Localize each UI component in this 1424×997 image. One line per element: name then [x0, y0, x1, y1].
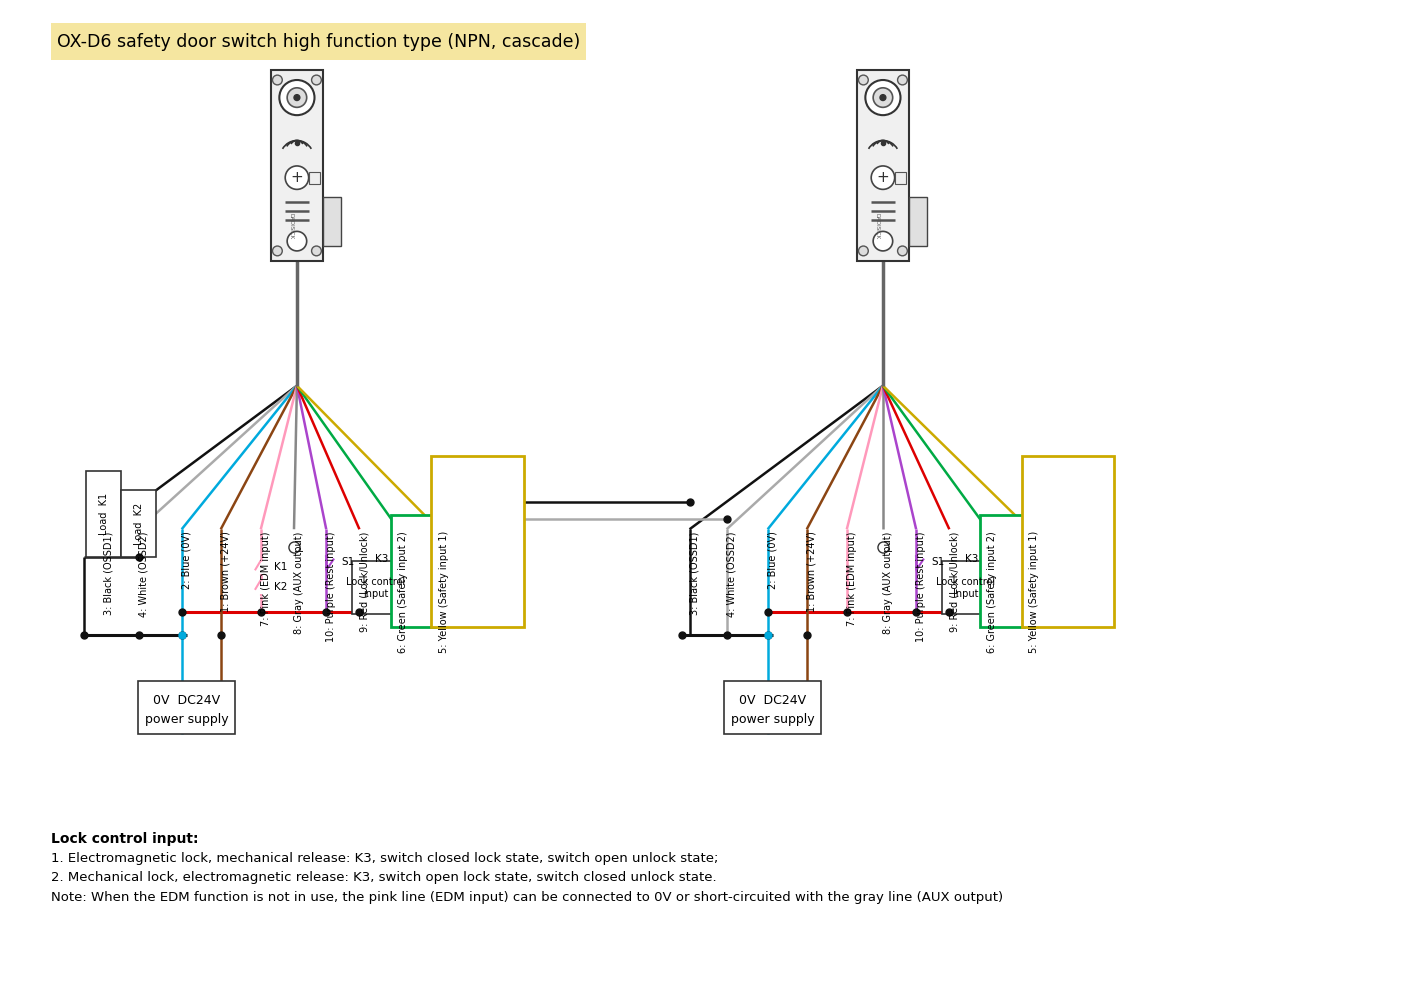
Text: Load  K2: Load K2: [134, 502, 144, 544]
Text: power supply: power supply: [145, 713, 228, 726]
Bar: [1021, 456, 1115, 627]
Text: Note: When the EDM function is not in use, the pink line (EDM input) can be conn: Note: When the EDM function is not in us…: [51, 890, 1002, 903]
Text: S1: S1: [931, 557, 946, 567]
Text: S1: S1: [342, 557, 355, 567]
Text: 2: Blue (0V): 2: Blue (0V): [768, 531, 778, 589]
Text: 2: Blue (0V): 2: Blue (0V): [182, 531, 192, 589]
Text: DADISICK: DADISICK: [289, 213, 293, 239]
Bar: [894, 171, 906, 183]
Bar: [51, 23, 587, 61]
Text: 7: Pink (EDM input): 7: Pink (EDM input): [261, 531, 271, 626]
Circle shape: [871, 166, 894, 189]
Text: power supply: power supply: [731, 713, 815, 726]
Circle shape: [285, 166, 309, 189]
Text: K3: K3: [965, 553, 978, 563]
Text: 9: Red (Lock/Unlock): 9: Red (Lock/Unlock): [359, 531, 369, 631]
Text: 10: Purple (Rest input): 10: Purple (Rest input): [916, 531, 926, 642]
Text: K3: K3: [375, 553, 389, 563]
Circle shape: [293, 95, 300, 101]
Circle shape: [859, 246, 869, 256]
Text: 10: Purple (Rest input): 10: Purple (Rest input): [326, 531, 336, 642]
Text: 3: Black (OSSD1): 3: Black (OSSD1): [689, 531, 699, 614]
Bar: [309, 171, 320, 183]
Text: 7: Pink (EDM input): 7: Pink (EDM input): [847, 531, 857, 626]
Circle shape: [873, 88, 893, 108]
Circle shape: [880, 95, 886, 101]
Circle shape: [312, 75, 322, 85]
Text: 2. Mechanical lock, electromagnetic release: K3, switch open lock state, switch : 2. Mechanical lock, electromagnetic rele…: [51, 871, 716, 884]
Text: 0V  DC24V: 0V DC24V: [739, 694, 806, 707]
Circle shape: [873, 231, 893, 251]
Text: +: +: [877, 170, 890, 185]
Text: 4: White (OSSD2): 4: White (OSSD2): [138, 531, 148, 617]
Text: 9: Red (Lock/Unlock): 9: Red (Lock/Unlock): [950, 531, 960, 631]
Bar: [390, 514, 434, 627]
Text: K1: K1: [275, 562, 288, 572]
Text: 8: Gray (AUX output): 8: Gray (AUX output): [293, 531, 303, 633]
Text: 1. Electromagnetic lock, mechanical release: K3, switch closed lock state, switc: 1. Electromagnetic lock, mechanical rele…: [51, 851, 718, 864]
Bar: [121, 491, 157, 556]
Text: +: +: [290, 170, 303, 185]
Circle shape: [897, 75, 907, 85]
Text: 5: Yellow (Safety input 1): 5: Yellow (Safety input 1): [1030, 531, 1040, 653]
Text: 5: Yellow (Safety input 1): 5: Yellow (Safety input 1): [439, 531, 449, 653]
Text: 1: Brown (+24V): 1: Brown (+24V): [221, 531, 231, 612]
Text: Lock control
Input: Lock control Input: [937, 577, 995, 598]
Text: 3: Black (OSSD1): 3: Black (OSSD1): [104, 531, 114, 614]
Bar: [352, 560, 400, 614]
Bar: [723, 681, 822, 735]
Circle shape: [288, 88, 306, 108]
Bar: [323, 197, 340, 246]
Text: DADISICK: DADISICK: [874, 213, 880, 239]
Circle shape: [279, 80, 315, 116]
Bar: [85, 471, 121, 556]
Bar: [941, 560, 990, 614]
Circle shape: [272, 75, 282, 85]
Bar: [138, 681, 235, 735]
Text: 6: Green (Safety input 2): 6: Green (Safety input 2): [987, 531, 997, 653]
Bar: [910, 197, 927, 246]
Circle shape: [859, 75, 869, 85]
Text: Load  K1: Load K1: [98, 493, 108, 534]
Text: Lock control
input: Lock control input: [346, 577, 406, 598]
Text: 8: Gray (AUX output): 8: Gray (AUX output): [883, 531, 893, 633]
Text: Lock control input:: Lock control input:: [51, 832, 198, 846]
Circle shape: [288, 231, 306, 251]
Text: OX-D6 safety door switch high function type (NPN, cascade): OX-D6 safety door switch high function t…: [57, 33, 580, 51]
Circle shape: [866, 80, 900, 116]
Bar: [271, 70, 323, 260]
Bar: [430, 456, 524, 627]
Circle shape: [272, 246, 282, 256]
Bar: [857, 70, 910, 260]
Text: 1: Brown (+24V): 1: Brown (+24V): [807, 531, 817, 612]
Text: 6: Green (Safety input 2): 6: Green (Safety input 2): [399, 531, 409, 653]
Bar: [980, 514, 1024, 627]
Circle shape: [897, 246, 907, 256]
Text: K2: K2: [275, 582, 288, 592]
Text: 4: White (OSSD2): 4: White (OSSD2): [726, 531, 736, 617]
Circle shape: [312, 246, 322, 256]
Text: 0V  DC24V: 0V DC24V: [152, 694, 221, 707]
